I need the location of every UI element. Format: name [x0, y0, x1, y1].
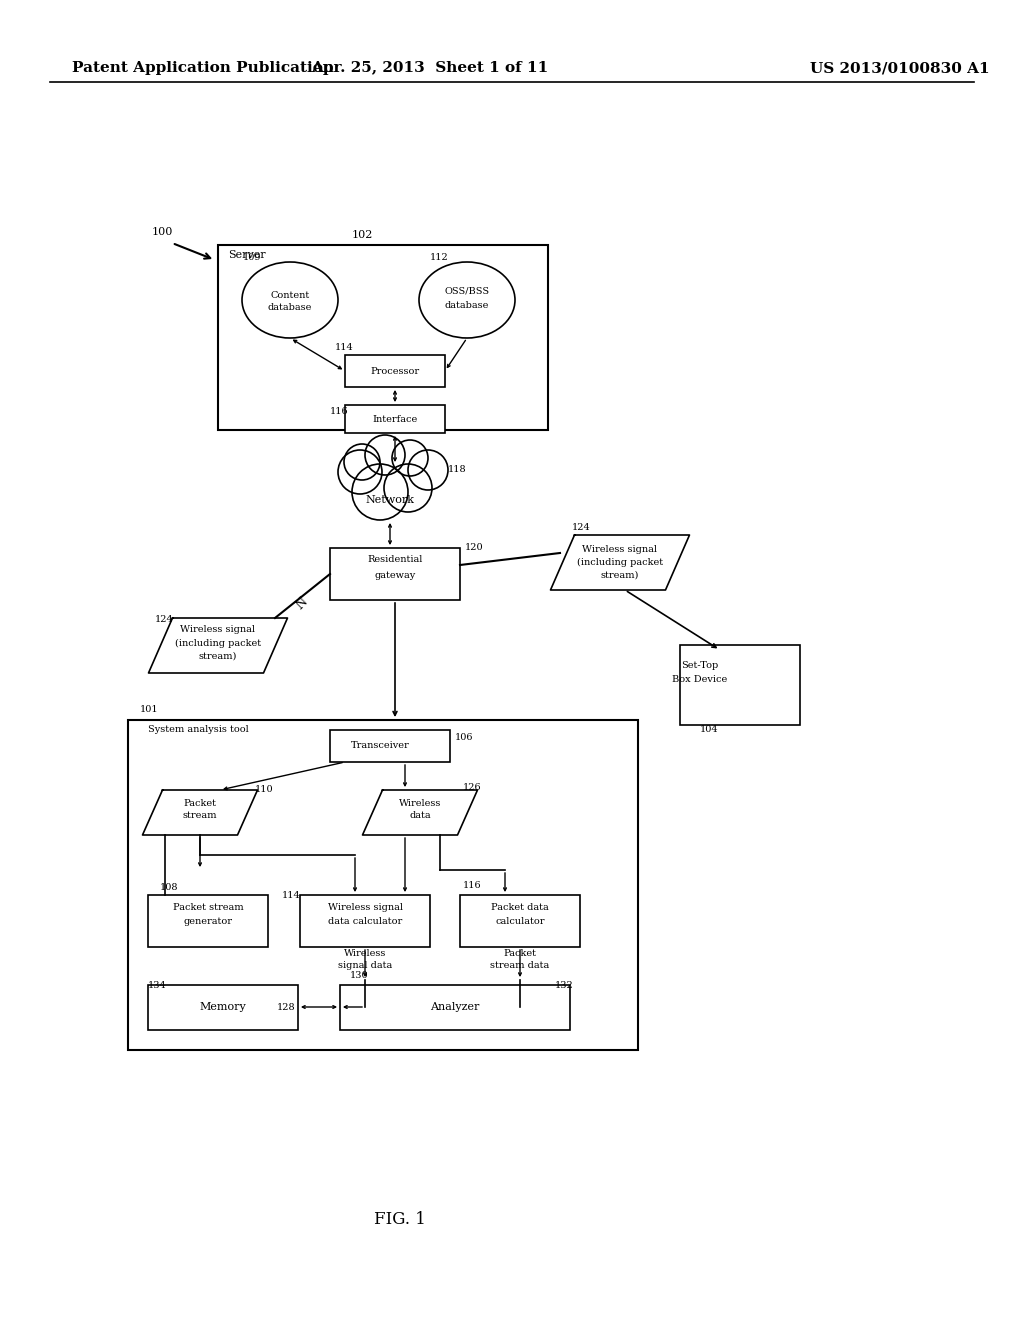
Text: generator: generator: [183, 916, 232, 925]
Text: 110: 110: [255, 785, 273, 795]
Text: Set-Top: Set-Top: [681, 660, 719, 669]
Text: 128: 128: [276, 1002, 295, 1011]
Text: N: N: [294, 595, 310, 612]
Text: 134: 134: [148, 981, 167, 990]
Text: 116: 116: [330, 408, 348, 417]
Ellipse shape: [242, 261, 338, 338]
Text: 120: 120: [465, 544, 483, 553]
Text: Residential: Residential: [368, 556, 423, 565]
Text: 124: 124: [572, 524, 591, 532]
Text: Server: Server: [228, 249, 265, 260]
FancyBboxPatch shape: [148, 985, 298, 1030]
Text: Transceiver: Transceiver: [350, 742, 410, 751]
Circle shape: [392, 440, 428, 477]
Text: (including packet: (including packet: [577, 557, 664, 566]
Text: Wireless signal: Wireless signal: [180, 626, 256, 635]
Text: Wireless signal: Wireless signal: [583, 544, 657, 553]
Text: 124: 124: [155, 615, 174, 624]
Text: 106: 106: [455, 734, 473, 742]
Text: Wireless: Wireless: [344, 949, 386, 957]
Circle shape: [338, 450, 382, 494]
Text: 108: 108: [160, 883, 178, 891]
FancyBboxPatch shape: [345, 405, 445, 433]
Text: stream): stream): [601, 570, 639, 579]
Text: 104: 104: [700, 726, 719, 734]
Text: 109: 109: [243, 252, 261, 261]
FancyBboxPatch shape: [340, 985, 570, 1030]
Text: 126: 126: [463, 784, 481, 792]
Text: Box Device: Box Device: [673, 676, 728, 685]
Text: Packet: Packet: [504, 949, 537, 957]
FancyBboxPatch shape: [330, 730, 450, 762]
Text: stream: stream: [182, 812, 217, 821]
Text: Packet stream: Packet stream: [173, 903, 244, 912]
FancyBboxPatch shape: [148, 895, 268, 946]
Ellipse shape: [419, 261, 515, 338]
Circle shape: [344, 444, 380, 480]
Circle shape: [408, 450, 449, 490]
Text: 114: 114: [282, 891, 301, 899]
Text: FIG. 1: FIG. 1: [374, 1212, 426, 1229]
Text: Analyzer: Analyzer: [430, 1002, 479, 1012]
Text: Wireless: Wireless: [398, 799, 441, 808]
Text: US 2013/0100830 A1: US 2013/0100830 A1: [810, 61, 990, 75]
Text: Wireless signal: Wireless signal: [328, 903, 402, 912]
Text: Processor: Processor: [371, 367, 420, 375]
Polygon shape: [148, 618, 288, 673]
Text: 114: 114: [335, 343, 353, 352]
Text: Packet: Packet: [183, 799, 216, 808]
Text: Memory: Memory: [200, 1002, 247, 1012]
FancyBboxPatch shape: [345, 355, 445, 387]
Text: database: database: [444, 301, 489, 309]
Text: 132: 132: [555, 981, 573, 990]
Text: gateway: gateway: [375, 570, 416, 579]
Text: Patent Application Publication: Patent Application Publication: [72, 61, 334, 75]
Polygon shape: [142, 789, 257, 836]
Text: calculator: calculator: [496, 916, 545, 925]
Text: 101: 101: [140, 705, 159, 714]
Text: data: data: [410, 812, 431, 821]
Text: 112: 112: [430, 252, 449, 261]
FancyBboxPatch shape: [218, 246, 548, 430]
Text: 116: 116: [463, 882, 481, 891]
Text: Content: Content: [270, 290, 309, 300]
Text: System analysis tool: System analysis tool: [148, 726, 249, 734]
FancyBboxPatch shape: [680, 645, 800, 725]
Polygon shape: [551, 535, 689, 590]
FancyBboxPatch shape: [300, 895, 430, 946]
Text: Packet data: Packet data: [492, 903, 549, 912]
Text: OSS/BSS: OSS/BSS: [444, 286, 489, 296]
Text: stream): stream): [199, 652, 238, 660]
Polygon shape: [362, 789, 477, 836]
Text: 100: 100: [152, 227, 173, 238]
Text: Interface: Interface: [373, 414, 418, 424]
Text: stream data: stream data: [490, 961, 550, 969]
FancyBboxPatch shape: [460, 895, 580, 946]
FancyBboxPatch shape: [128, 719, 638, 1049]
Text: data calculator: data calculator: [328, 916, 402, 925]
FancyBboxPatch shape: [330, 548, 460, 601]
Text: 118: 118: [449, 466, 467, 474]
Text: Apr. 25, 2013  Sheet 1 of 11: Apr. 25, 2013 Sheet 1 of 11: [311, 61, 549, 75]
Text: signal data: signal data: [338, 961, 392, 969]
Circle shape: [384, 465, 432, 512]
Text: 130: 130: [350, 970, 369, 979]
Text: (including packet: (including packet: [175, 639, 261, 648]
Text: Network: Network: [366, 495, 415, 506]
Circle shape: [365, 436, 406, 475]
Text: database: database: [268, 304, 312, 313]
Circle shape: [352, 465, 408, 520]
Text: 102: 102: [352, 230, 374, 240]
